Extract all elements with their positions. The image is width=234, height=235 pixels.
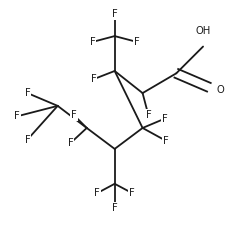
Text: F: F (112, 203, 117, 213)
Text: F: F (91, 74, 97, 84)
Text: F: F (134, 37, 140, 47)
Text: F: F (68, 138, 73, 148)
Text: F: F (25, 135, 30, 145)
Text: F: F (112, 9, 117, 19)
Text: F: F (94, 188, 100, 198)
Text: F: F (163, 136, 169, 146)
Text: F: F (162, 114, 168, 124)
Text: F: F (71, 110, 77, 120)
Text: O: O (217, 85, 224, 94)
Text: F: F (14, 111, 20, 121)
Text: F: F (146, 110, 151, 120)
Text: F: F (25, 88, 30, 98)
Text: OH: OH (195, 26, 211, 36)
Text: F: F (90, 37, 95, 47)
Text: F: F (129, 188, 135, 198)
